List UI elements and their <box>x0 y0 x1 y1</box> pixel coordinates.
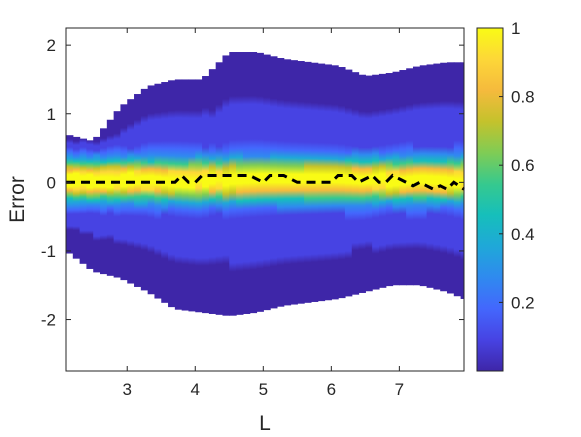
density-column <box>147 85 156 295</box>
density-column <box>419 65 428 287</box>
density-column <box>181 79 190 311</box>
colorbar-tick-label: 0.4 <box>511 225 535 244</box>
y-tick-label: 0 <box>47 173 56 192</box>
density-column <box>399 70 407 286</box>
colorbar-tick-label: 0.8 <box>511 88 535 107</box>
density-column <box>229 52 237 316</box>
density-map <box>66 52 464 316</box>
x-tick-label: 3 <box>122 380 131 399</box>
colorbar-tick-label: 0.2 <box>511 293 535 312</box>
x-axis: 3 4 5 6 7 <box>122 28 404 399</box>
density-column <box>72 136 81 259</box>
y-tick-label: 2 <box>47 36 56 55</box>
density-column <box>86 140 94 269</box>
density-column <box>222 55 230 316</box>
density-column <box>236 52 244 315</box>
density-column <box>154 83 162 299</box>
density-column <box>406 68 414 286</box>
density-column <box>242 52 251 314</box>
y-axis: 2 1 0 -1 -2 <box>41 36 464 330</box>
density-column <box>453 62 462 297</box>
density-column <box>256 52 264 312</box>
density-column <box>134 94 142 287</box>
colorbar-frame <box>476 27 504 372</box>
density-column <box>426 64 434 288</box>
density-column <box>270 56 278 309</box>
density-column <box>331 65 339 300</box>
colorbar-tick-label: 1 <box>511 19 520 38</box>
density-column <box>433 63 441 290</box>
density-column <box>120 104 128 281</box>
density-column <box>283 59 292 306</box>
density-column <box>202 76 210 314</box>
y-tick-label: -1 <box>41 242 56 261</box>
density-column <box>365 75 373 292</box>
density-column <box>93 136 101 273</box>
x-tick-label: 5 <box>259 380 268 399</box>
density-column <box>358 74 366 293</box>
density-column <box>297 61 305 304</box>
density-column <box>338 67 346 299</box>
colorbar-axis: 1 0.8 0.6 0.4 0.2 <box>499 19 535 312</box>
density-column <box>161 82 169 303</box>
x-axis-label: L <box>259 412 271 435</box>
density-column <box>195 79 203 313</box>
density-column <box>440 62 448 292</box>
x-tick-label: 7 <box>395 380 404 399</box>
density-column <box>249 52 258 314</box>
density-column <box>344 69 353 297</box>
median-line <box>66 173 465 192</box>
colorbar <box>477 28 503 371</box>
density-column <box>460 62 464 299</box>
y-tick-label: 1 <box>47 105 56 124</box>
density-column <box>378 73 387 288</box>
plot-frame <box>65 27 465 372</box>
density-column <box>168 80 176 308</box>
density-column <box>100 128 108 275</box>
density-column <box>263 54 271 311</box>
density-column <box>208 69 217 314</box>
colorbar-tick-label: 0.6 <box>511 156 535 175</box>
density-column <box>215 62 224 315</box>
density-column <box>317 63 326 302</box>
density-column <box>140 88 149 291</box>
density-column <box>392 71 400 286</box>
y-tick-label: -2 <box>41 311 56 330</box>
density-column <box>188 79 196 312</box>
density-column <box>351 72 360 295</box>
y-axis-label: Error <box>6 176 29 223</box>
x-tick-label: 4 <box>191 380 200 399</box>
density-column <box>412 66 421 286</box>
density-column <box>174 79 183 310</box>
density-column <box>127 99 135 284</box>
density-column <box>446 62 455 294</box>
density-column <box>79 138 88 264</box>
x-tick-label: 6 <box>327 380 336 399</box>
density-column <box>66 135 74 254</box>
density-column <box>372 74 380 290</box>
density-column <box>106 119 115 276</box>
density-column <box>113 111 122 278</box>
density-column <box>276 58 285 307</box>
